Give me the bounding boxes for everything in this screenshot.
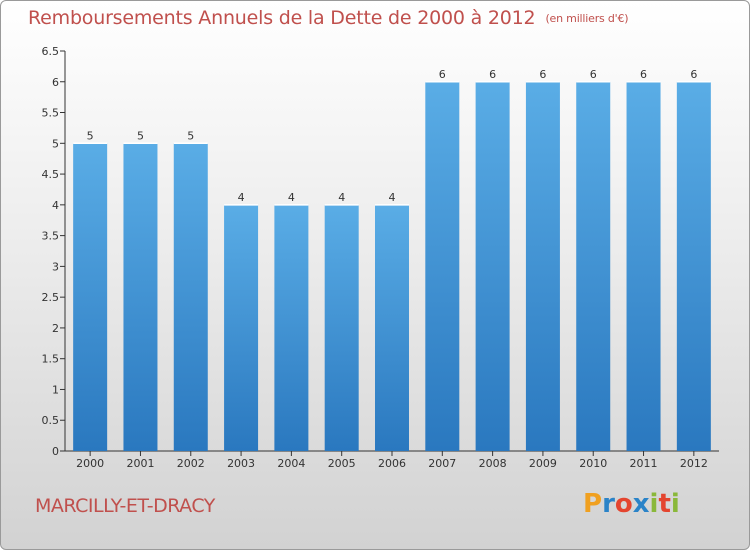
bar bbox=[173, 143, 208, 452]
x-tick-label: 2003 bbox=[227, 457, 255, 470]
bar bbox=[475, 81, 510, 452]
y-tick-label: 5.5 bbox=[42, 107, 60, 120]
x-tick-label: 2006 bbox=[378, 457, 406, 470]
y-tick-label: 6.5 bbox=[42, 45, 60, 58]
data-label: 5 bbox=[87, 129, 94, 142]
y-tick-label: 0 bbox=[52, 445, 59, 458]
y-tick-label: 4.5 bbox=[42, 168, 60, 181]
x-tick-label: 2005 bbox=[328, 457, 356, 470]
bar bbox=[576, 81, 611, 452]
x-tick-label: 2004 bbox=[277, 457, 305, 470]
y-tick-label: 1.5 bbox=[42, 353, 60, 366]
proxiti-logo: Proxiti bbox=[583, 489, 680, 519]
x-tick-label: 2008 bbox=[479, 457, 507, 470]
y-tick-label: 5 bbox=[52, 137, 59, 150]
x-tick-label: 2012 bbox=[680, 457, 708, 470]
x-tick-label: 2009 bbox=[529, 457, 557, 470]
y-tick-label: 6 bbox=[52, 76, 59, 89]
commune-name: MARCILLY-ET-DRACY bbox=[35, 495, 215, 517]
bar bbox=[676, 81, 711, 452]
bar bbox=[274, 204, 309, 451]
y-tick-label: 4 bbox=[52, 199, 59, 212]
data-label: 4 bbox=[288, 191, 295, 204]
data-label: 4 bbox=[338, 191, 345, 204]
bar bbox=[123, 143, 158, 452]
data-label: 4 bbox=[238, 191, 245, 204]
data-label: 6 bbox=[690, 68, 697, 81]
bar bbox=[73, 143, 108, 452]
bar bbox=[525, 81, 560, 452]
data-label: 6 bbox=[539, 68, 546, 81]
bar bbox=[324, 204, 359, 451]
y-tick-label: 2 bbox=[52, 322, 59, 335]
data-label: 5 bbox=[137, 129, 144, 142]
bar bbox=[224, 204, 259, 451]
chart-title: Remboursements Annuels de la Dette de 20… bbox=[28, 7, 629, 29]
data-label: 5 bbox=[187, 129, 194, 142]
y-tick-label: 3.5 bbox=[42, 230, 60, 243]
x-tick-label: 2010 bbox=[579, 457, 607, 470]
x-tick-label: 2011 bbox=[630, 457, 658, 470]
chart-unit: (en milliers d'€) bbox=[545, 12, 629, 25]
y-tick-label: 3 bbox=[52, 260, 59, 273]
data-label: 6 bbox=[439, 68, 446, 81]
data-label: 6 bbox=[590, 68, 597, 81]
chart-title-text: Remboursements Annuels de la Dette de 20… bbox=[28, 7, 536, 29]
x-tick-label: 2007 bbox=[428, 457, 456, 470]
x-tick-label: 2002 bbox=[177, 457, 205, 470]
y-tick-label: 2.5 bbox=[42, 291, 60, 304]
y-tick-label: 1 bbox=[52, 383, 59, 396]
bar bbox=[425, 81, 460, 452]
bar bbox=[626, 81, 661, 452]
data-label: 6 bbox=[640, 68, 647, 81]
y-tick-label: 0.5 bbox=[42, 414, 60, 427]
x-tick-label: 2000 bbox=[76, 457, 104, 470]
data-label: 6 bbox=[489, 68, 496, 81]
bar bbox=[375, 204, 409, 451]
x-tick-label: 2001 bbox=[126, 457, 154, 470]
data-label: 4 bbox=[389, 191, 396, 204]
